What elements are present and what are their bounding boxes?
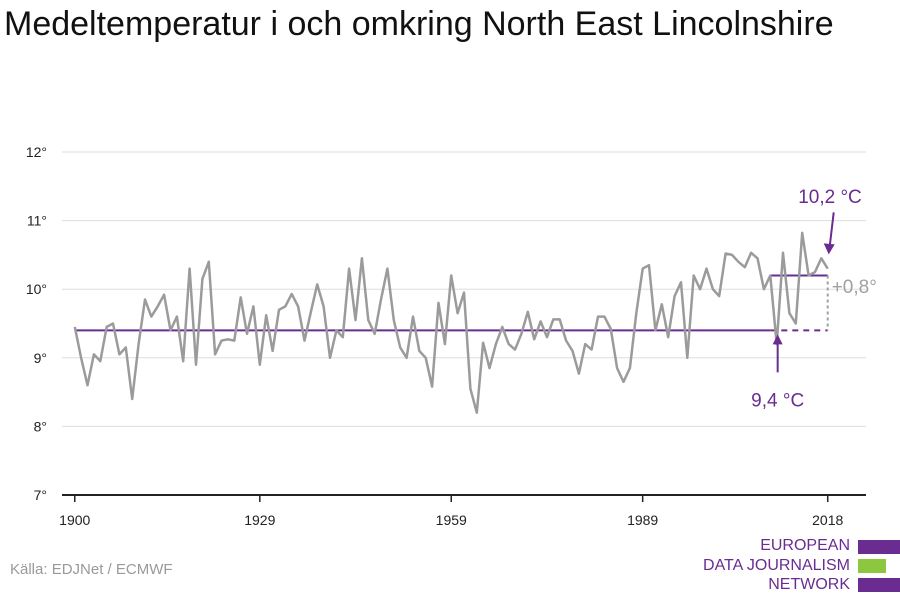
y-tick-label: 11° [27,213,47,229]
y-tick-label: 7° [34,487,47,503]
source-label: Källa: EDJNet / ECMWF [10,561,173,578]
annotations: +0,8° 9,4 °C 10,2 °C [751,187,877,411]
x-tick-label: 2018 [812,512,843,528]
logo-line-2: DATA JOURNALISM [703,557,850,574]
chart-marks [73,231,829,414]
y-tick-label: 12° [26,144,47,160]
logo-line-3: NETWORK [768,576,850,593]
x-tick-label: 1929 [244,512,275,528]
logo-bar-purple-top [858,540,900,554]
difference-label: +0,8° [832,277,877,298]
y-tick-label: 9° [34,350,47,366]
baseline-arrowhead [772,334,783,345]
recent-arrow [828,212,835,247]
y-axis-ticks: 7° 8° 9° 10° 11° 12° [26,144,47,503]
x-tick-label: 1959 [436,512,467,528]
x-tick-label: 1989 [627,512,658,528]
recent-label: 10,2 °C [798,187,862,208]
x-tick-label: 1900 [59,512,90,528]
gridlines [62,151,866,427]
logo-bar-green [858,559,886,573]
chart-title: Medeltemperatur i och omkring North East… [4,5,834,43]
y-tick-label: 10° [26,281,47,297]
baseline-label: 9,4 °C [751,390,804,411]
temperature-series-line [73,231,829,414]
logo-bar-purple-bottom [858,578,900,592]
recent-arrowhead [823,243,835,255]
y-tick-label: 8° [34,418,47,434]
x-axis: 1900 1929 1959 1989 2018 [59,494,866,528]
edjnet-logo: EUROPEAN DATA JOURNALISM NETWORK [700,532,900,600]
logo-line-1: EUROPEAN [760,537,850,554]
